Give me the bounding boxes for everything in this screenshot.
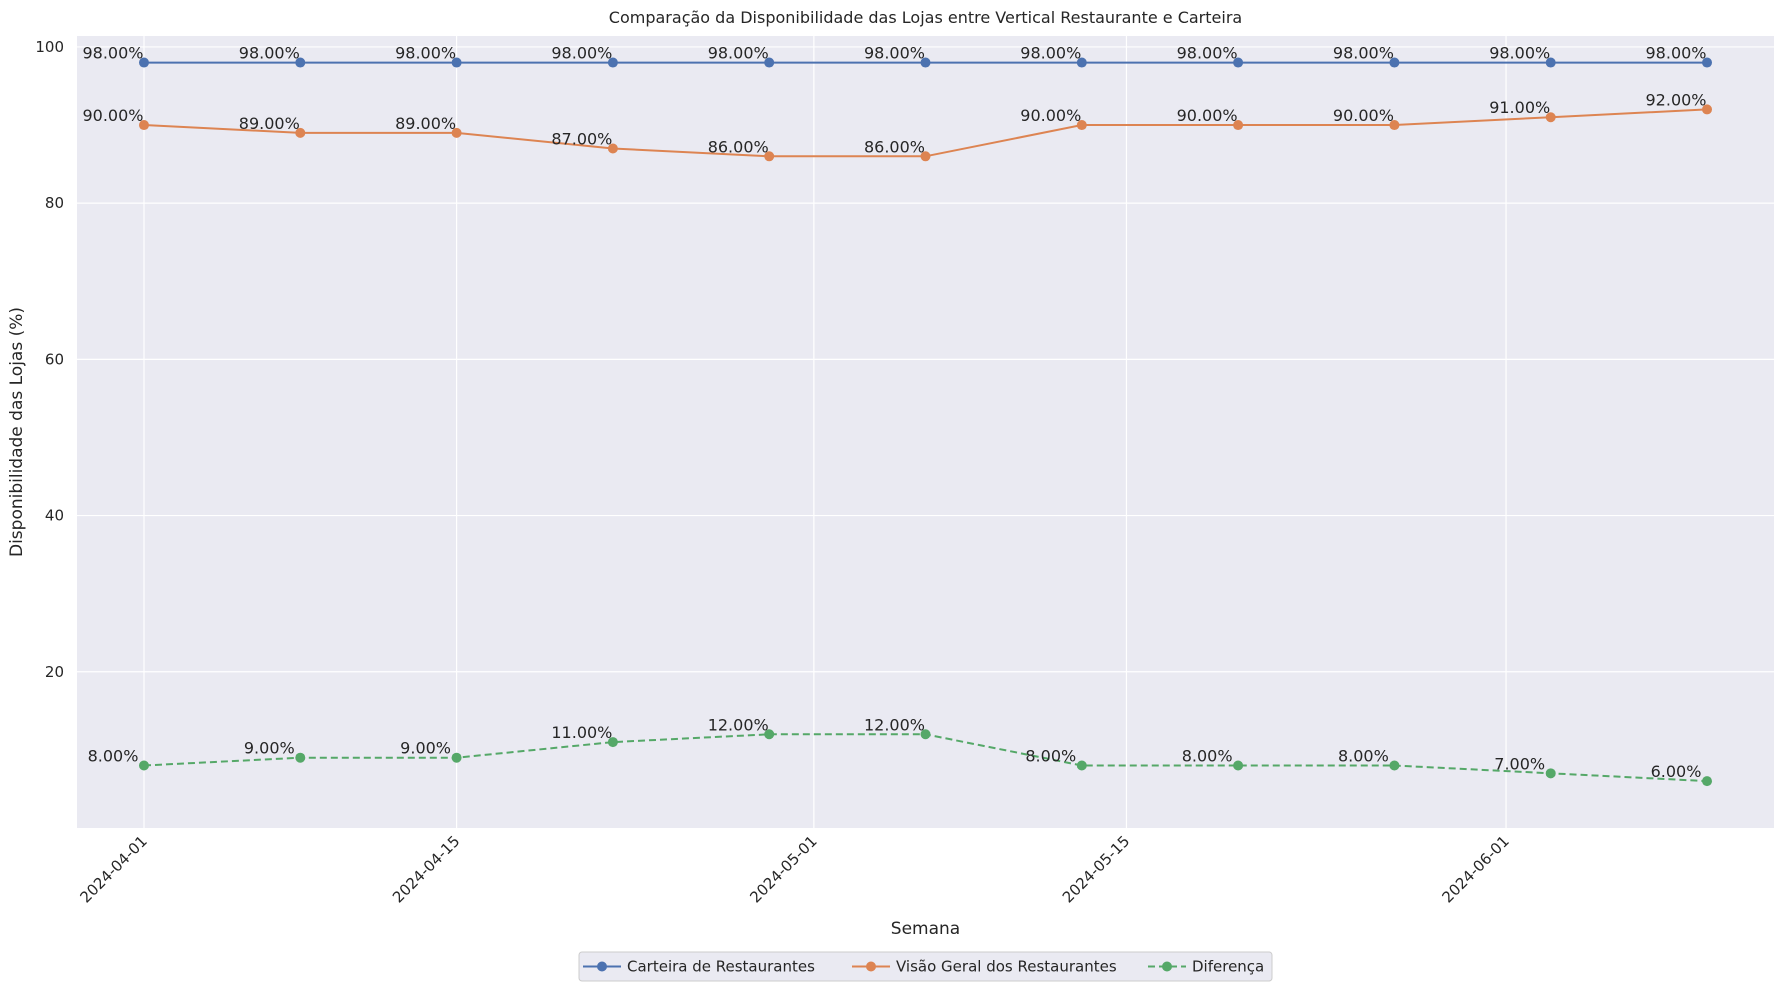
data-point: [1389, 57, 1400, 68]
data-label: 98.00%: [1020, 44, 1081, 63]
legend-marker: [597, 961, 607, 972]
data-label: 92.00%: [1646, 90, 1707, 109]
data-point: [1389, 120, 1400, 131]
data-label: 98.00%: [1489, 44, 1550, 63]
data-point: [1076, 57, 1087, 68]
data-point: [451, 752, 462, 763]
data-label: 8.00%: [1182, 747, 1233, 766]
data-point: [451, 127, 462, 138]
data-label: 8.00%: [1025, 747, 1076, 766]
legend-items: Carteira de Restaurantes Visão Geral dos …: [583, 958, 1264, 976]
series-2: [138, 104, 1713, 162]
data-label: 98.00%: [864, 44, 925, 63]
data-label: 7.00%: [1494, 754, 1545, 773]
data-label: 98.00%: [708, 44, 769, 63]
x-axis-label: Semana: [891, 919, 960, 939]
y-tick-label: 40: [45, 507, 64, 525]
data-label: 90.00%: [82, 106, 143, 125]
data-label: 9.00%: [400, 739, 451, 758]
y-axis-label: Disponibilidade das Lojas (%): [7, 307, 27, 557]
series-1: [138, 57, 1713, 68]
data-point: [1702, 57, 1713, 68]
data-point: [764, 57, 775, 68]
data-label: 98.00%: [82, 44, 143, 63]
data-point: [295, 752, 306, 763]
data-label: 89.00%: [239, 114, 300, 133]
grid-lines: [77, 36, 1774, 828]
data-label: 98.00%: [1646, 44, 1707, 63]
data-point: [1545, 112, 1556, 123]
plot-area: [77, 36, 1774, 828]
data-point: [1233, 57, 1244, 68]
legend-box: [578, 951, 1273, 982]
legend-marker: [866, 961, 876, 972]
legend: Carteira de Restaurantes Visão Geral dos …: [578, 951, 1273, 982]
data-point: [764, 729, 775, 740]
legend-label: Visão Geral dos Restaurantes: [896, 958, 1117, 976]
data-point: [1702, 776, 1713, 787]
y-tick-label: 100: [35, 38, 64, 56]
legend-item: Diferença: [1148, 958, 1264, 976]
data-point: [920, 729, 931, 740]
data-label: 90.00%: [1020, 106, 1081, 125]
data-point: [1702, 104, 1713, 115]
legend-label: Diferença: [1192, 958, 1264, 976]
data-label: 87.00%: [551, 129, 612, 148]
data-label: 86.00%: [708, 137, 769, 156]
data-label: 90.00%: [1333, 106, 1394, 125]
data-point: [451, 57, 462, 68]
data-label: 9.00%: [244, 739, 295, 758]
data-point: [138, 57, 149, 68]
data-point: [920, 57, 931, 68]
data-label: 12.00%: [864, 715, 925, 734]
data-label: 98.00%: [551, 44, 612, 63]
data-label: 90.00%: [1177, 106, 1238, 125]
data-label: 11.00%: [551, 723, 612, 742]
series-layer: [138, 57, 1713, 787]
data-point: [1233, 120, 1244, 131]
data-label: 6.00%: [1651, 762, 1702, 781]
data-point: [295, 127, 306, 138]
data-point: [920, 151, 931, 162]
data-labels: 98.00% 98.00% 98.00% 98.00% 98.00% 98.00% 98.0…: [82, 44, 1706, 782]
legend-label: Carteira de Restaurantes: [627, 958, 815, 976]
legend-item: Carteira de Restaurantes: [583, 958, 815, 976]
data-label: 98.00%: [1177, 44, 1238, 63]
data-label: 91.00%: [1489, 98, 1550, 117]
legend-item: Visão Geral dos Restaurantes: [852, 958, 1117, 976]
data-point: [607, 143, 618, 154]
data-label: 98.00%: [395, 44, 456, 63]
data-label: 12.00%: [708, 715, 769, 734]
data-point: [1076, 120, 1087, 131]
y-tick-label: 60: [45, 350, 64, 368]
data-label: 98.00%: [1333, 44, 1394, 63]
data-label: 98.00%: [239, 44, 300, 63]
data-label: 8.00%: [88, 747, 139, 766]
data-point: [1545, 768, 1556, 779]
data-label: 86.00%: [864, 137, 925, 156]
data-point: [764, 151, 775, 162]
y-tick-label: 20: [45, 663, 64, 681]
series-3: [138, 729, 1713, 787]
data-point: [1545, 57, 1556, 68]
legend-marker: [1162, 961, 1172, 972]
data-point: [1389, 760, 1400, 771]
data-label: 8.00%: [1338, 747, 1389, 766]
data-point: [1233, 760, 1244, 771]
y-tick-label: 80: [45, 194, 64, 212]
data-label: 89.00%: [395, 114, 456, 133]
data-point: [607, 57, 618, 68]
data-point: [138, 760, 149, 771]
data-point: [138, 120, 149, 131]
chart-title: Comparação da Disponibilidade das Lojas …: [609, 8, 1242, 27]
data-point: [295, 57, 306, 68]
data-point: [607, 737, 618, 748]
data-point: [1076, 760, 1087, 771]
